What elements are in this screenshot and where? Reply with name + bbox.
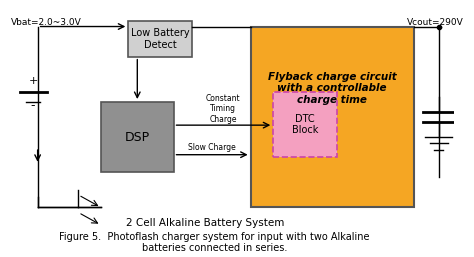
Text: Flyback charge circuit
with a controllable
charge time: Flyback charge circuit with a controllab… xyxy=(268,72,396,105)
Text: Low Battery
Detect: Low Battery Detect xyxy=(131,28,189,50)
Text: Constant
Timing
Charge: Constant Timing Charge xyxy=(206,94,241,124)
Text: Slow Charge: Slow Charge xyxy=(188,143,236,152)
Text: DTC
Block: DTC Block xyxy=(292,114,318,135)
FancyBboxPatch shape xyxy=(101,102,173,172)
Text: Vbat=2.0~3.0V: Vbat=2.0~3.0V xyxy=(10,18,81,27)
Text: Vcout=290V: Vcout=290V xyxy=(407,18,464,27)
FancyBboxPatch shape xyxy=(128,22,191,57)
Text: DSP: DSP xyxy=(125,131,150,144)
Text: -: - xyxy=(31,99,36,113)
Text: Figure 5.  Photoflash charger system for input with two Alkaline
batteries conne: Figure 5. Photoflash charger system for … xyxy=(59,232,370,253)
FancyBboxPatch shape xyxy=(251,26,414,207)
FancyBboxPatch shape xyxy=(273,92,337,157)
Text: +: + xyxy=(28,76,38,86)
Text: 2 Cell Alkaline Battery System: 2 Cell Alkaline Battery System xyxy=(126,218,284,227)
